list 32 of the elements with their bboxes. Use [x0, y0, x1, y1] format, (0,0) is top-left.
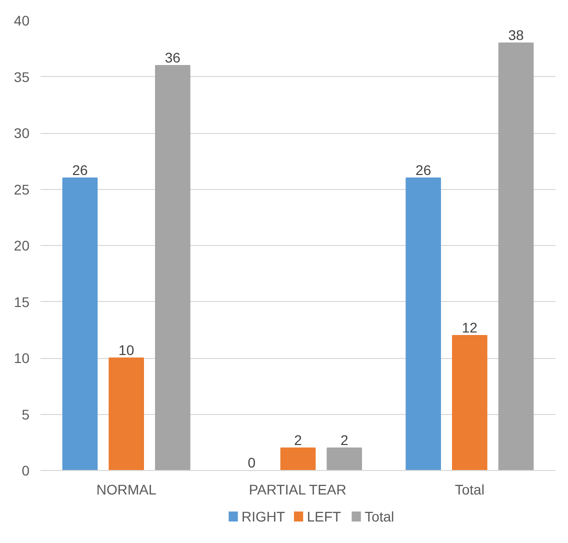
legend-label: LEFT [306, 508, 342, 524]
y-tick-label: 10 [14, 350, 30, 366]
data-label: 26 [72, 162, 88, 178]
y-tick-label: 25 [14, 181, 30, 198]
bar [62, 178, 98, 470]
bar [406, 178, 441, 470]
x-tick-label: PARTIAL TEAR [248, 482, 346, 498]
y-tick-label: 5 [22, 406, 30, 422]
data-label: 12 [462, 320, 478, 336]
data-label: 26 [416, 162, 432, 178]
data-label: 10 [118, 342, 134, 358]
y-tick-label: 20 [14, 238, 30, 254]
data-label: 2 [294, 432, 302, 448]
data-label: 2 [340, 432, 348, 448]
y-tick-label: 40 [14, 12, 30, 28]
y-tick-label: 30 [14, 125, 30, 141]
legend-label: Total [364, 508, 394, 524]
legend-label: RIGHT [242, 508, 286, 524]
y-tick-label: 15 [14, 294, 30, 310]
bar [452, 335, 488, 470]
bar [326, 448, 362, 470]
x-tick-label: Total [454, 482, 484, 498]
data-label: 38 [508, 27, 524, 43]
x-tick-label: NORMAL [96, 482, 156, 498]
data-label: 0 [248, 454, 256, 470]
bar [155, 65, 190, 470]
data-label: 36 [164, 50, 181, 66]
bar [108, 358, 144, 470]
bar [498, 42, 534, 470]
y-tick-label: 35 [14, 68, 30, 85]
bar [280, 448, 316, 470]
y-tick-label: 0 [22, 462, 30, 478]
